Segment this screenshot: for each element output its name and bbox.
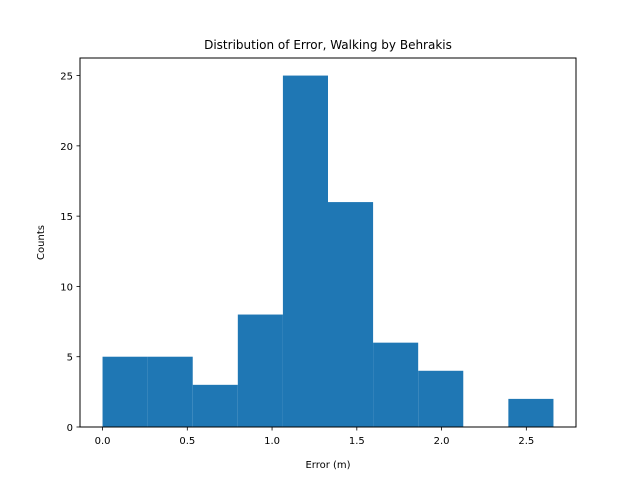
- histogram-bar: [282, 75, 328, 428]
- histogram-bar: [373, 342, 419, 427]
- x-tick-label: 0.5: [179, 436, 195, 447]
- histogram-bar: [102, 356, 148, 427]
- x-tick-label: 2.0: [434, 436, 450, 447]
- x-tick-label: 0.0: [95, 436, 111, 447]
- y-tick-label: 10: [60, 282, 73, 293]
- y-tick-label: 25: [60, 72, 73, 83]
- y-tick-label: 15: [60, 212, 73, 223]
- y-tick-label: 0: [67, 423, 73, 434]
- x-axis-label: Error (m): [305, 460, 350, 471]
- x-tick-label: 2.5: [518, 436, 534, 447]
- plot-frame: [79, 57, 577, 428]
- histogram-bar: [147, 356, 193, 427]
- y-tick-label: 5: [67, 353, 73, 364]
- x-tick-label: 1.5: [349, 436, 365, 447]
- histogram-bar: [508, 398, 554, 427]
- y-axis-label: Counts: [36, 225, 47, 260]
- histogram-bar: [328, 202, 374, 427]
- x-tick-label: 1.0: [264, 436, 280, 447]
- histogram-bar: [237, 314, 283, 427]
- y-tick-label: 20: [60, 142, 73, 153]
- x-axis: 0.0 0.5 1.0 1.5 2.0 2.5: [95, 427, 534, 447]
- y-axis: 0 5 10 15 20 25: [60, 72, 80, 434]
- histogram-bar: [418, 370, 464, 427]
- chart-title: Distribution of Error, Walking by Behrak…: [204, 38, 452, 52]
- bars-group: [102, 75, 554, 428]
- histogram-bar: [192, 384, 238, 427]
